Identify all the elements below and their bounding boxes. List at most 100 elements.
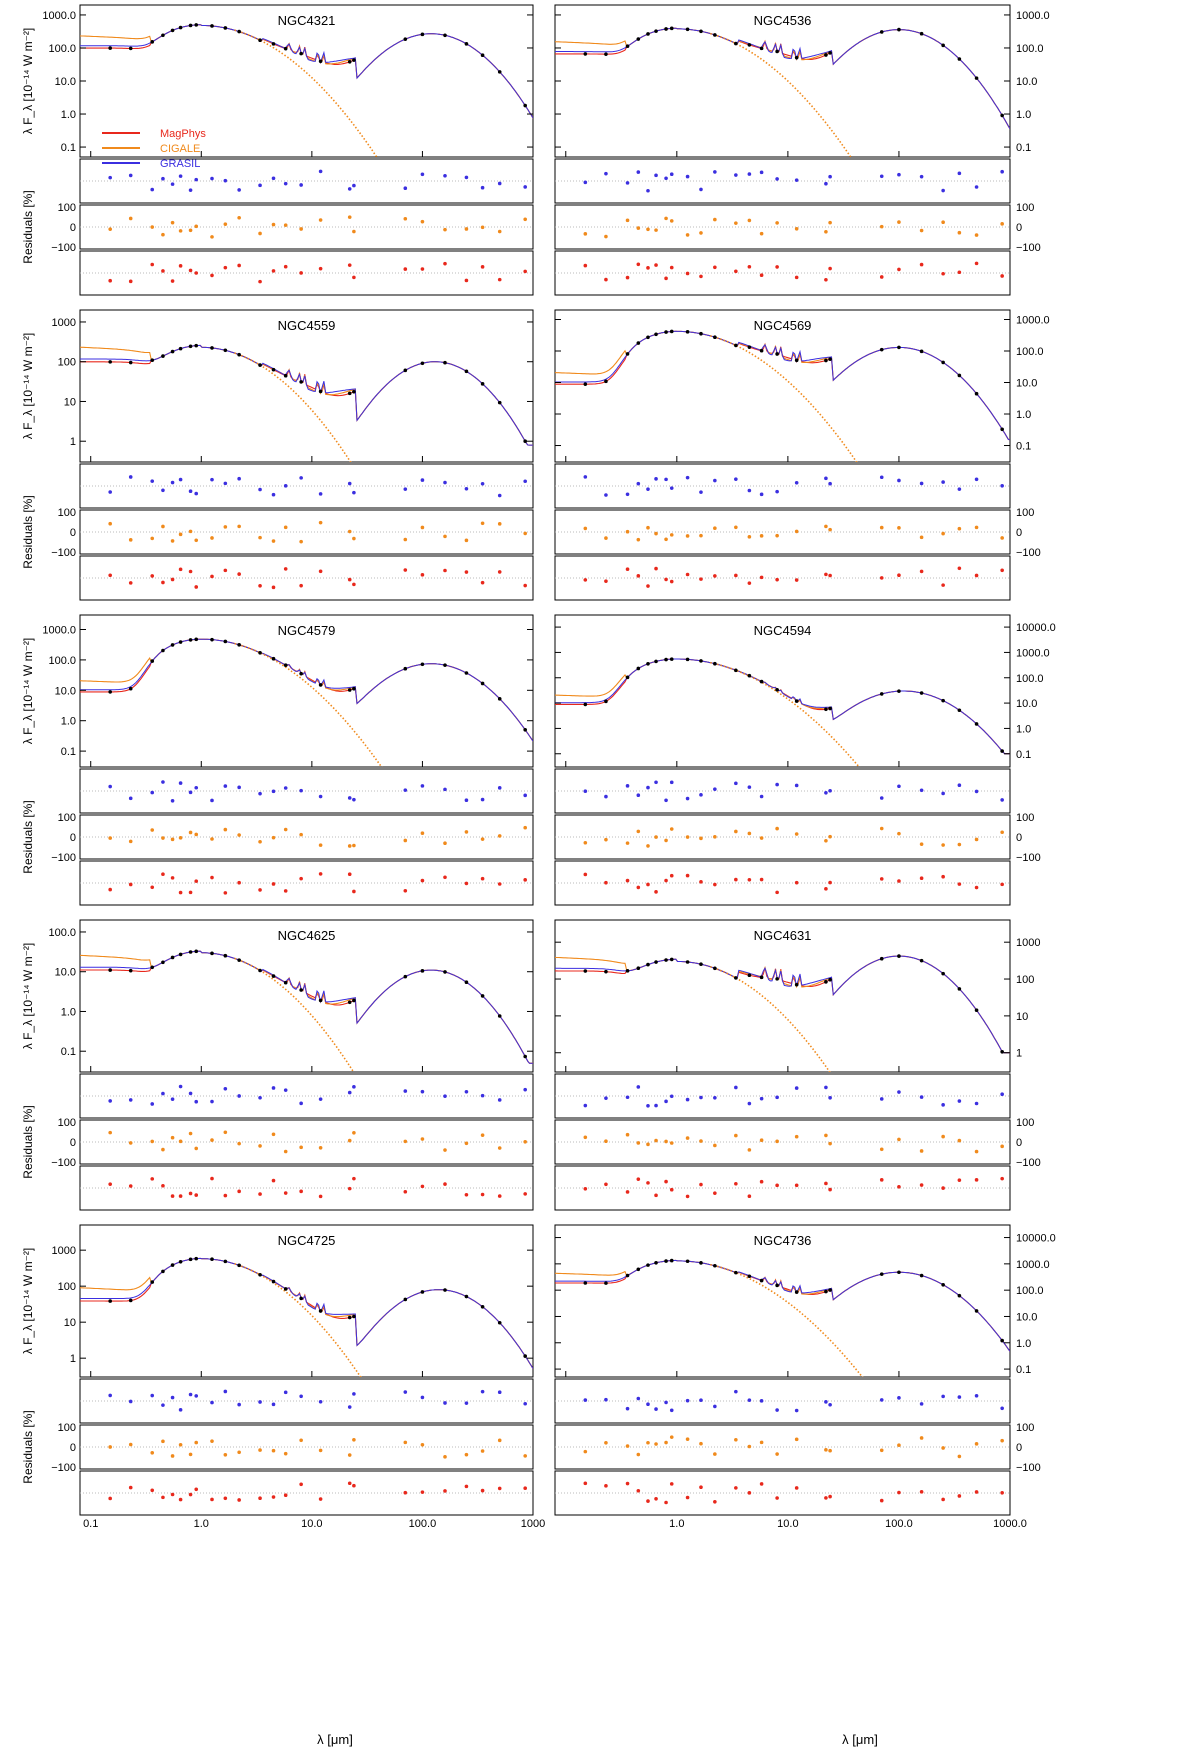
observed-point: [188, 1257, 193, 1262]
observed-point: [636, 666, 641, 671]
residual-point: [420, 573, 425, 577]
residual-point: [685, 534, 690, 538]
residual-point: [699, 577, 703, 581]
residual-point: [604, 579, 608, 583]
residual-point: [352, 1437, 356, 1442]
residual-point: [669, 265, 674, 270]
residual-point: [271, 585, 276, 590]
plot-area: [555, 954, 1010, 1072]
residual-point: [210, 1439, 214, 1443]
residual-point: [352, 582, 356, 587]
y-tick-label: 100.0: [1016, 1285, 1044, 1297]
observed-point: [128, 1298, 133, 1303]
observed-point: [824, 358, 828, 363]
residual-frame: [79, 555, 534, 601]
residual-point: [523, 1139, 527, 1144]
observed-point: [941, 360, 945, 365]
observed-point: [420, 32, 425, 37]
x-tick-label: 10.0: [777, 1518, 798, 1530]
residual-point: [223, 1452, 228, 1457]
residual-point: [974, 1178, 979, 1182]
observed-point: [828, 1288, 832, 1292]
y-tick-label: 10.0: [55, 967, 76, 979]
observed-point: [210, 346, 214, 350]
observed-point: [636, 966, 641, 971]
residual-point: [420, 1490, 425, 1494]
residual-point: [974, 885, 979, 890]
residual-point: [583, 840, 588, 845]
residual-point: [464, 1141, 469, 1146]
observed-point: [523, 1354, 527, 1358]
residual-point: [646, 266, 650, 270]
residual-point: [128, 581, 133, 585]
residual-point: [604, 794, 608, 799]
observed-point: [713, 966, 717, 971]
residual-point: [941, 1186, 945, 1190]
residual-point: [747, 172, 752, 176]
y-tick-label: 10: [1016, 1011, 1028, 1023]
residual-point: [957, 1454, 962, 1459]
observed-point: [194, 1256, 199, 1261]
residual-tick-label: −100: [1016, 1462, 1041, 1474]
y-tick-label: 0.1: [61, 1046, 76, 1058]
residual-tick-label: 100: [58, 202, 76, 214]
residual-point: [941, 843, 945, 847]
residual-point: [299, 583, 303, 588]
residual-point: [443, 568, 447, 573]
residual-point: [318, 872, 323, 876]
residual-point: [318, 266, 323, 271]
observed-point: [654, 659, 658, 664]
observed-point: [747, 973, 752, 978]
observed-point: [150, 40, 155, 44]
observed-point: [747, 345, 752, 349]
observed-point: [271, 1279, 276, 1284]
residual-point: [150, 187, 155, 192]
observed-point: [161, 1269, 165, 1274]
stellar-extrapolation: [710, 661, 861, 767]
y-tick-label: 1000.0: [1016, 647, 1050, 659]
residual-point: [161, 1183, 165, 1188]
observed-point: [480, 1305, 485, 1309]
plot-frame: [79, 4, 534, 158]
residual-point: [523, 1192, 527, 1196]
residual-point: [685, 835, 690, 839]
residual-point: [664, 798, 668, 803]
residual-point: [1000, 1438, 1004, 1443]
y-tick-label: 10: [64, 396, 76, 408]
residual-point: [271, 222, 276, 227]
residual-point: [824, 181, 828, 186]
residual-point: [1000, 1176, 1004, 1181]
residual-point: [108, 573, 112, 578]
residual-point: [759, 1440, 764, 1445]
residual-frame: [554, 860, 1011, 906]
residual-point: [775, 782, 779, 787]
observed-point: [941, 1282, 945, 1287]
residual-point: [759, 836, 764, 840]
y-axis-label: λ F_λ [10⁻¹⁴ W m⁻²]: [21, 943, 35, 1050]
residual-point: [919, 535, 924, 540]
plot-area: [555, 1258, 1010, 1377]
panel-title: NGC4579: [278, 623, 336, 638]
residual-point: [646, 1181, 650, 1185]
residual-point: [974, 1393, 979, 1398]
observed-point: [347, 1315, 352, 1320]
observed-point: [161, 33, 165, 38]
residual-point: [625, 275, 630, 280]
stellar-extrapolation: [710, 1263, 864, 1377]
panel-title: NGC4631: [754, 928, 812, 943]
residual-frame: [554, 509, 1011, 555]
residual-point: [237, 785, 241, 790]
residual-point: [646, 525, 650, 530]
observed-point: [734, 668, 738, 673]
residual-frame: [79, 463, 534, 509]
residual-point: [464, 798, 469, 802]
residual-point: [258, 583, 262, 588]
residual-point: [941, 531, 945, 536]
residual-point: [318, 569, 323, 574]
residual-point: [318, 520, 323, 525]
residual-point: [794, 1486, 799, 1490]
residual-point: [299, 1394, 303, 1399]
residual-tick-label: 100: [58, 812, 76, 824]
residual-point: [974, 837, 979, 842]
